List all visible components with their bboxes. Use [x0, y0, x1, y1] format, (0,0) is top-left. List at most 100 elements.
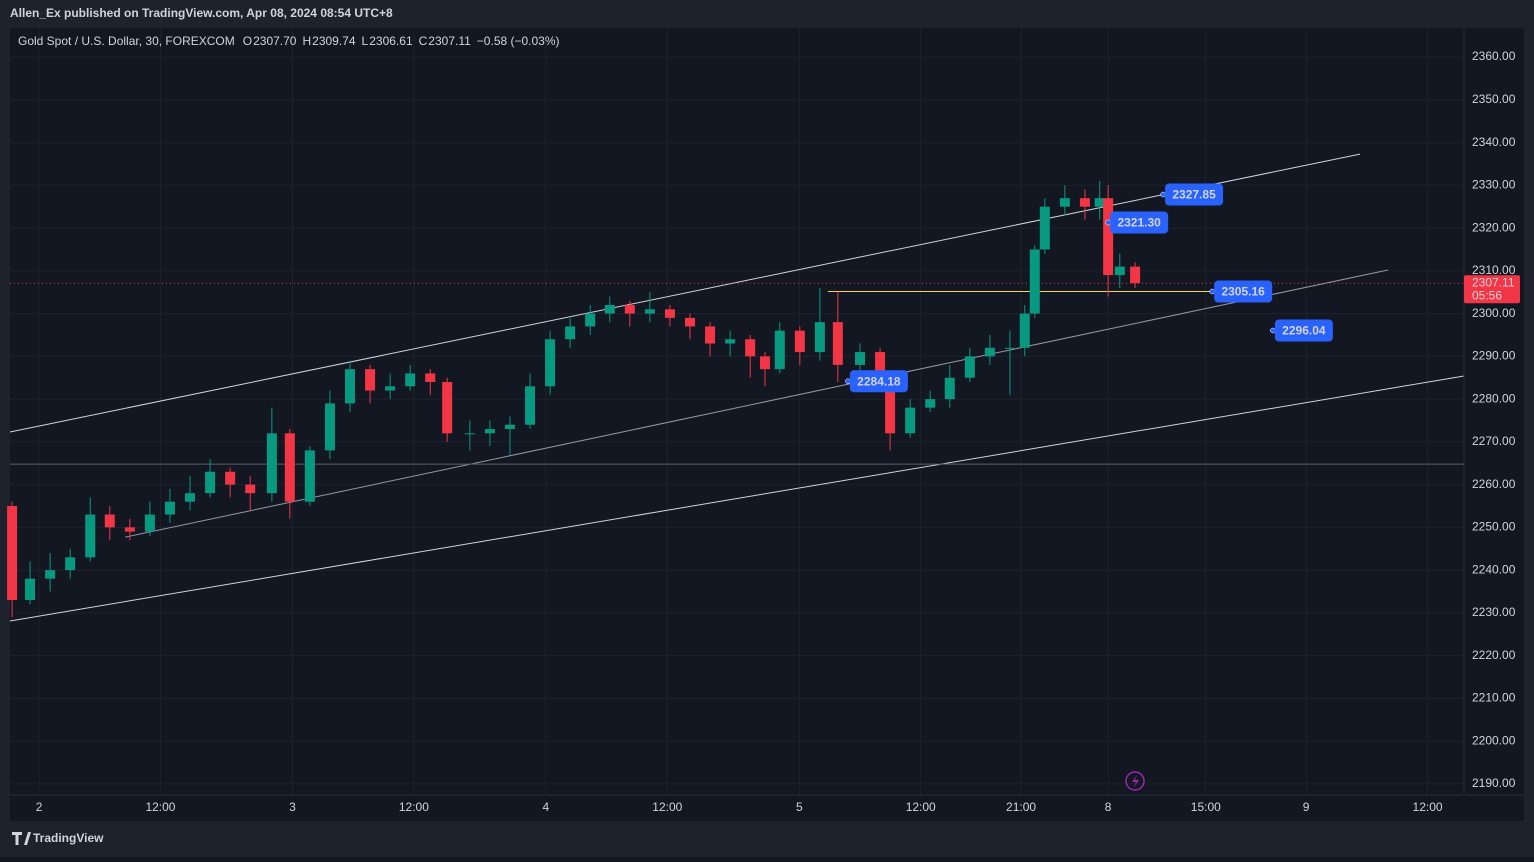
chart-title: Gold Spot / U.S. Dollar, 30, FOREXCOM [18, 34, 235, 48]
candle-body [585, 313, 596, 327]
candle-body [885, 377, 896, 434]
candle-body [484, 429, 495, 434]
candle-body [1059, 198, 1070, 207]
y-tick-label: 2240.00 [1472, 562, 1516, 576]
candle-body [832, 322, 843, 365]
trend-line [9, 153, 1361, 433]
candle-body [464, 433, 475, 435]
ohlc-key: O [243, 34, 252, 48]
candle-body [984, 347, 995, 357]
ohlc-value: 2307.11 [428, 34, 471, 48]
y-tick-label: 2330.00 [1472, 178, 1516, 192]
x-tick-label: 12:00 [145, 800, 175, 814]
candle-body [304, 450, 315, 502]
tv-logo [12, 832, 31, 845]
candle-body [365, 369, 376, 391]
price-label: 2284.18 [857, 374, 901, 388]
x-tick-label: 8 [1105, 800, 1112, 814]
candle-body [1004, 347, 1015, 349]
trend-line [9, 375, 1465, 622]
candle-body [25, 578, 36, 601]
candle-body [685, 317, 696, 327]
y-tick-label: 2230.00 [1472, 605, 1516, 619]
candle-body [164, 501, 175, 515]
y-tick-label: 2250.00 [1472, 520, 1516, 534]
flash-icon[interactable] [1125, 771, 1145, 791]
candle-body [245, 484, 256, 494]
candle-body [504, 424, 515, 430]
y-tick-label: 2220.00 [1472, 648, 1516, 662]
candle-body [875, 352, 886, 378]
candle-body [385, 386, 396, 391]
candle-body [225, 471, 236, 485]
candle-body [425, 373, 436, 382]
candle-body [705, 326, 716, 344]
last-price-label: 2307.11 [1472, 275, 1515, 289]
trend-line [124, 269, 1389, 538]
candle-body [284, 433, 295, 502]
anchor-point [1105, 219, 1111, 226]
ohlc-key: C [419, 34, 428, 48]
candle-body [525, 386, 536, 425]
y-tick-label: 2200.00 [1472, 733, 1516, 747]
candle-body [1094, 198, 1105, 207]
price-label-box [1110, 211, 1169, 234]
x-tick-label: 9 [1303, 800, 1310, 814]
price-label: 2321.30 [1117, 216, 1161, 230]
x-tick-label: 12:00 [399, 800, 429, 814]
candle-body [85, 514, 96, 558]
candle-body [1103, 198, 1114, 276]
candle-body [664, 309, 675, 318]
candle-body [604, 305, 615, 314]
candle-body [644, 309, 655, 314]
x-tick-label: 5 [796, 800, 803, 814]
candle-body [944, 377, 955, 400]
candle-body [964, 356, 975, 378]
candle-body [104, 514, 115, 528]
y-tick-label: 2190.00 [1472, 776, 1516, 790]
candle-body [345, 369, 356, 404]
price-label: 2296.04 [1282, 324, 1326, 338]
ohlc-value: 2309.74 [312, 34, 356, 48]
marks: 2327.85 2321.30 2305.16 2296.04 2284.18 [7, 153, 1465, 622]
candle-body [205, 471, 216, 494]
ohlc-value: 2307.70 [253, 34, 297, 48]
candle-body [1114, 266, 1125, 276]
anchor-point [1160, 191, 1166, 198]
x-tick-label: 15:00 [1191, 800, 1221, 814]
price-label: 2305.16 [1221, 285, 1265, 299]
ohlc-key: H [302, 34, 311, 48]
ohlc-change: −0.58 (−0.03%) [477, 34, 560, 48]
candle-body [624, 305, 635, 314]
candle-body [759, 356, 770, 370]
candle-body [855, 352, 866, 365]
countdown: 05:56 [1472, 288, 1502, 302]
x-tick-label: 21:00 [1006, 800, 1036, 814]
candle-body [144, 514, 155, 532]
candle-body [1029, 249, 1040, 314]
y-tick-label: 2210.00 [1472, 691, 1516, 705]
y-tick-label: 2260.00 [1472, 477, 1516, 491]
flash-icon-glyph [1132, 775, 1139, 788]
candle-body [7, 505, 18, 601]
y-tick-label: 2320.00 [1472, 220, 1516, 234]
candle-body [324, 403, 335, 451]
ohlc-value: 2306.61 [369, 34, 413, 48]
y-tick-label: 2310.00 [1472, 263, 1516, 277]
candle-body [1130, 266, 1141, 284]
x-tick-label: 12:00 [1413, 800, 1443, 814]
candle-body [725, 339, 736, 344]
last-price-box [1464, 275, 1520, 304]
y-tick-label: 2290.00 [1472, 349, 1516, 363]
price-label: 2327.85 [1172, 188, 1216, 202]
price-label-box [1165, 183, 1224, 206]
candle-body [545, 339, 556, 387]
candle-body [565, 326, 576, 340]
candle-body [266, 433, 277, 494]
candle-body [1019, 313, 1030, 348]
anchor-point [1209, 288, 1215, 295]
anchor-point [845, 378, 851, 384]
candle-body [124, 527, 135, 532]
candle-body [45, 570, 56, 579]
